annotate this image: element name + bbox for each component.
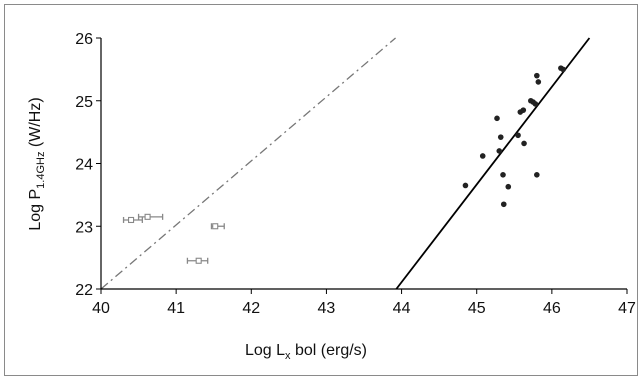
x-tick-label: 41 (167, 300, 185, 317)
lines-layer (100, 37, 591, 290)
data-point (534, 171, 540, 178)
x-tick-label: 43 (318, 300, 336, 317)
data-point-open (128, 216, 135, 224)
data-point (532, 101, 539, 107)
data-point (560, 66, 566, 73)
y-tick-label: 25 (75, 94, 93, 111)
data-point (496, 148, 503, 154)
x-tick-label: 45 (468, 300, 486, 317)
ticks-layer: 40 41 42 43 44 45 46 47 22 23 24 25 26 (75, 31, 636, 317)
data-point (500, 171, 506, 178)
data-point (462, 182, 469, 189)
fit-line-dashdot (100, 37, 396, 290)
data-point (505, 183, 512, 190)
data-point (515, 132, 521, 139)
axes-layer (100, 38, 627, 290)
data-point-open (212, 223, 219, 230)
y-axis-label: Log P1.4GHz (W/Hz) (27, 97, 47, 230)
fit-line-solid (395, 37, 591, 290)
data-point-open (195, 257, 202, 264)
data-point (494, 115, 500, 122)
y-tick-label: 26 (75, 31, 93, 48)
x-tick-label: 40 (92, 300, 110, 317)
data-point (521, 140, 527, 147)
y-tick-label: 23 (75, 219, 93, 236)
x-tick-label: 44 (393, 300, 411, 317)
data-point (520, 107, 527, 113)
chart-frame (4, 4, 638, 376)
data-point (479, 153, 486, 159)
x-axis-label: Log Lx bol (erg/s) (245, 342, 367, 362)
y-tick-label: 24 (75, 157, 93, 174)
x-tick-label: 47 (618, 300, 636, 317)
points-layer (122, 65, 566, 264)
data-point (500, 201, 507, 208)
data-point-open (144, 213, 151, 220)
x-tick-label: 42 (242, 300, 260, 317)
y-tick-label: 22 (75, 282, 93, 299)
data-point (534, 72, 540, 79)
x-tick-label: 46 (543, 300, 561, 317)
data-point (497, 134, 504, 140)
data-point (535, 79, 542, 85)
